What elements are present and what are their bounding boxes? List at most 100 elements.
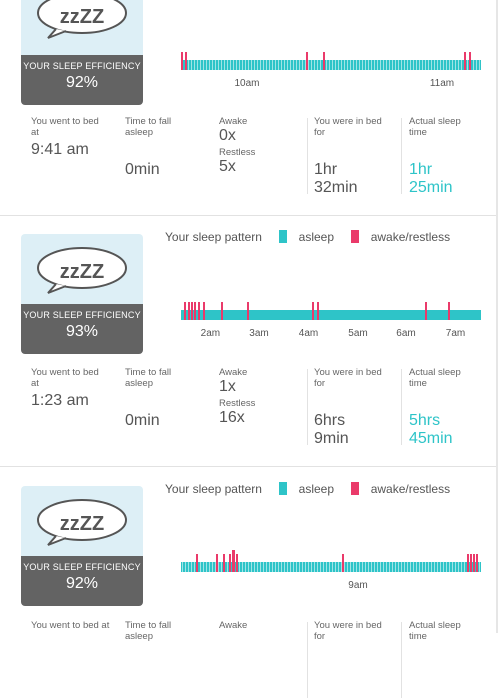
- band-stripe: [431, 60, 432, 70]
- band-stripe: [380, 562, 381, 572]
- band-stripe: [437, 60, 438, 70]
- time-to-fall-value: 0min: [125, 161, 160, 178]
- time-tick-label: 11am: [429, 78, 455, 89]
- band-stripe: [401, 60, 402, 70]
- band-stripe: [383, 562, 384, 572]
- band-stripe: [224, 60, 225, 70]
- band-stripe: [278, 562, 279, 572]
- band-stripe: [182, 562, 183, 572]
- band-stripe: [206, 562, 207, 572]
- stat-divider: [401, 622, 402, 698]
- awake-mark: [476, 554, 478, 572]
- band-stripe: [287, 60, 288, 70]
- band-stripe: [320, 562, 321, 572]
- legend-title: Your sleep pattern: [165, 229, 262, 244]
- time-tick-label: 6am: [396, 328, 416, 339]
- band-stripe: [218, 60, 219, 70]
- in-bed-label: You were in bed for: [314, 116, 382, 138]
- band-stripe: [344, 60, 345, 70]
- band-stripe: [290, 60, 291, 70]
- scrollbar-track[interactable]: [496, 0, 498, 633]
- restless-label: Restless: [219, 147, 256, 158]
- band-stripe: [290, 562, 291, 572]
- awake-mark: [469, 52, 471, 70]
- stat-awake: Awake 1x Restless 16x: [219, 367, 299, 447]
- awake-mark: [306, 52, 308, 70]
- awake-mark: [317, 302, 319, 320]
- band-stripe: [368, 562, 369, 572]
- band-stripe: [317, 60, 318, 70]
- asleep-band: [181, 562, 481, 572]
- band-stripe: [326, 60, 327, 70]
- asleep-swatch-icon: [279, 482, 288, 496]
- stat-in-bed: You were in bed for 1hr 32min: [314, 116, 394, 196]
- stat-in-bed: You were in bed for 6hrs 9min: [314, 367, 394, 447]
- band-stripe: [272, 562, 273, 572]
- band-stripe: [452, 562, 453, 572]
- band-stripe: [212, 60, 213, 70]
- band-stripe: [395, 562, 396, 572]
- band-stripe: [215, 562, 216, 572]
- band-stripe: [203, 60, 204, 70]
- time-to-fall-value: 0min: [125, 412, 160, 429]
- stat-actual-sleep: Actual sleep time 5hrs 45min: [409, 367, 489, 447]
- band-stripe: [194, 562, 195, 572]
- stat-in-bed: You were in bed for: [314, 620, 394, 700]
- band-stripe: [269, 60, 270, 70]
- awake-mark: [470, 554, 472, 572]
- stat-divider: [307, 622, 308, 698]
- awake-label: Awake: [219, 116, 248, 127]
- band-stripe: [347, 60, 348, 70]
- sleep-stats-2: You went to bed at 1:23 am Time to fall …: [21, 367, 496, 447]
- stat-awake: Awake: [219, 620, 299, 700]
- band-stripe: [311, 60, 312, 70]
- band-stripe: [452, 60, 453, 70]
- awake-mark: [236, 554, 238, 572]
- band-stripe: [185, 562, 186, 572]
- stat-time-to-fall: Time to fall asleep 0min: [125, 367, 215, 447]
- band-stripe: [404, 562, 405, 572]
- in-bed-value-2: 9min: [314, 430, 349, 447]
- band-stripe: [254, 562, 255, 572]
- band-stripe: [368, 60, 369, 70]
- band-stripe: [479, 60, 480, 70]
- band-stripe: [293, 562, 294, 572]
- band-stripe: [362, 562, 363, 572]
- band-stripe: [392, 562, 393, 572]
- band-stripe: [260, 60, 261, 70]
- restless-value: 5x: [219, 158, 236, 175]
- band-stripe: [467, 60, 468, 70]
- band-stripe: [371, 60, 372, 70]
- band-stripe: [203, 562, 204, 572]
- band-stripe: [341, 60, 342, 70]
- actual-sleep-label: Actual sleep time: [409, 116, 461, 138]
- band-stripe: [425, 60, 426, 70]
- time-tick-label: 7am: [445, 328, 466, 339]
- band-stripe: [308, 60, 309, 70]
- awake-mark: [247, 302, 249, 320]
- stat-divider: [307, 369, 308, 445]
- band-stripe: [221, 60, 222, 70]
- band-stripe: [251, 562, 252, 572]
- band-stripe: [440, 60, 441, 70]
- record-separator: [0, 215, 496, 216]
- time-tick-label: 9am: [348, 580, 368, 591]
- band-stripe: [398, 562, 399, 572]
- band-stripe: [392, 60, 393, 70]
- band-stripe: [320, 60, 321, 70]
- in-bed-label: You were in bed for: [314, 620, 382, 642]
- band-stripe: [287, 562, 288, 572]
- band-stripe: [434, 562, 435, 572]
- awake-label: Awake: [219, 367, 248, 378]
- card-illustration: zzZZ: [21, 234, 143, 304]
- band-stripe: [248, 562, 249, 572]
- band-stripe: [350, 60, 351, 70]
- band-stripe: [365, 562, 366, 572]
- awake-mark: [464, 52, 466, 70]
- band-stripe: [413, 562, 414, 572]
- awake-mark: [181, 52, 183, 70]
- band-stripe: [314, 60, 315, 70]
- efficiency-value: 92%: [65, 575, 99, 592]
- awake-mark: [312, 302, 314, 320]
- stat-divider: [401, 118, 402, 194]
